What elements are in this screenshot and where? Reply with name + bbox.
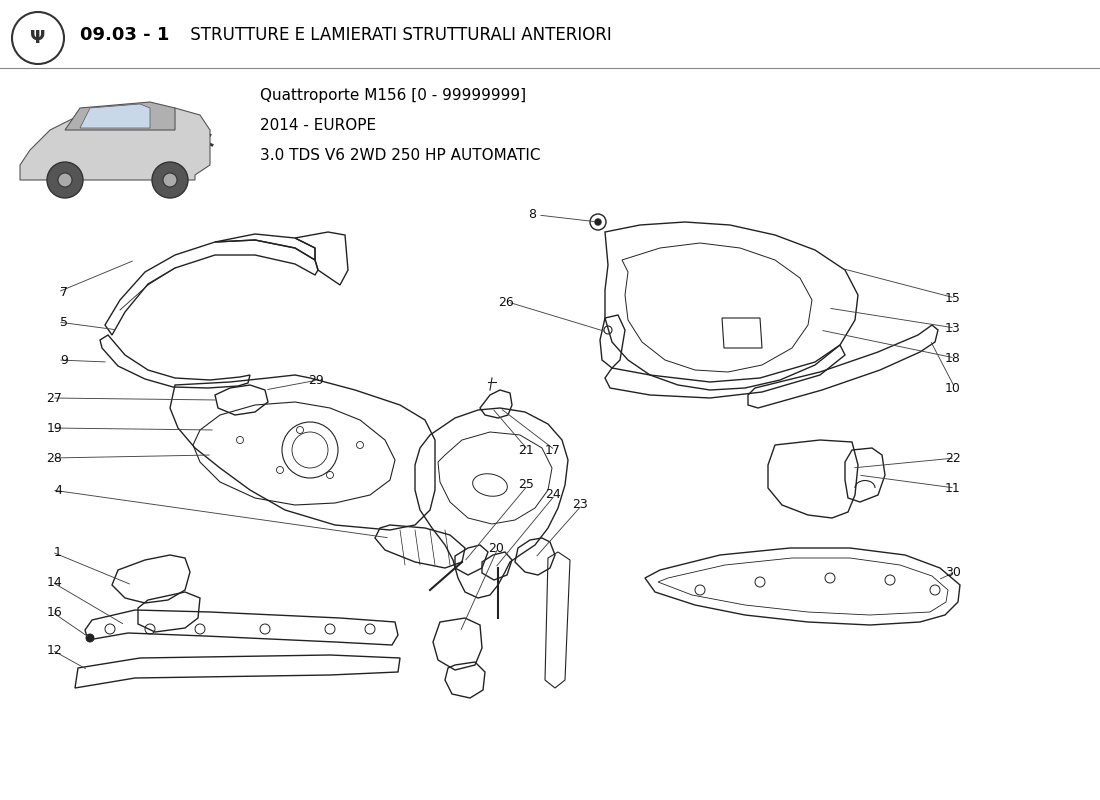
Circle shape — [86, 634, 94, 642]
Text: 30: 30 — [945, 566, 961, 578]
Text: 19: 19 — [46, 422, 62, 434]
Text: 20: 20 — [488, 542, 504, 554]
Text: 13: 13 — [945, 322, 960, 334]
Text: Quattroporte M156 [0 - 99999999]: Quattroporte M156 [0 - 99999999] — [260, 88, 526, 103]
Text: STRUTTURE E LAMIERATI STRUTTURALI ANTERIORI: STRUTTURE E LAMIERATI STRUTTURALI ANTERI… — [185, 26, 612, 44]
Polygon shape — [65, 102, 175, 130]
Text: 11: 11 — [945, 482, 960, 494]
Circle shape — [47, 162, 82, 198]
Text: 4: 4 — [54, 483, 62, 497]
Polygon shape — [20, 108, 210, 180]
Text: 22: 22 — [945, 451, 960, 465]
Text: 21: 21 — [518, 443, 534, 457]
Text: 2014 - EUROPE: 2014 - EUROPE — [260, 118, 376, 133]
Text: 12: 12 — [46, 643, 62, 657]
Text: 10: 10 — [945, 382, 961, 394]
Text: 1: 1 — [54, 546, 62, 558]
Text: 27: 27 — [46, 391, 62, 405]
Text: 5: 5 — [60, 315, 68, 329]
Polygon shape — [80, 104, 150, 128]
Text: 23: 23 — [572, 498, 587, 511]
Text: 16: 16 — [46, 606, 62, 618]
Circle shape — [152, 162, 188, 198]
Circle shape — [163, 173, 177, 187]
Text: 29: 29 — [308, 374, 323, 386]
Text: 3.0 TDS V6 2WD 250 HP AUTOMATIC: 3.0 TDS V6 2WD 250 HP AUTOMATIC — [260, 148, 540, 163]
Text: 28: 28 — [46, 451, 62, 465]
Text: 26: 26 — [498, 295, 514, 309]
Text: 09.03 - 1: 09.03 - 1 — [80, 26, 169, 44]
Text: 15: 15 — [945, 291, 961, 305]
Text: 8: 8 — [528, 209, 536, 222]
Text: 25: 25 — [518, 478, 534, 491]
Text: 17: 17 — [544, 443, 561, 457]
Circle shape — [58, 173, 72, 187]
Circle shape — [595, 219, 601, 225]
Text: 14: 14 — [46, 575, 62, 589]
Text: Ψ: Ψ — [31, 29, 46, 47]
Text: 18: 18 — [945, 351, 961, 365]
Text: 9: 9 — [60, 354, 68, 366]
Text: 7: 7 — [60, 286, 68, 298]
Text: 24: 24 — [544, 489, 561, 502]
